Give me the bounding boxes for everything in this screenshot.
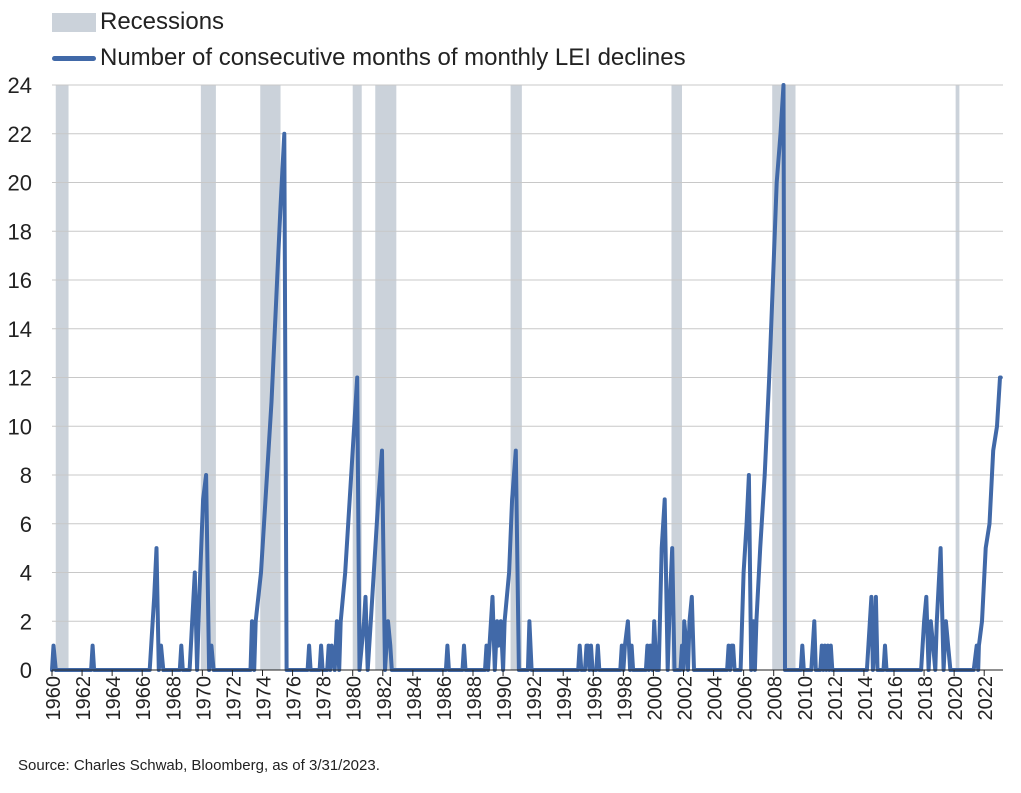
legend-label-recessions: Recessions	[100, 8, 225, 35]
x-tick-label-2018: 2018	[915, 676, 937, 721]
x-tick-label-2014: 2014	[855, 676, 877, 721]
x-tick-label-1990: 1990	[494, 676, 516, 721]
x-tick-label-2020: 2020	[945, 676, 967, 721]
source-note: Source: Charles Schwab, Bloomberg, as of…	[18, 757, 380, 774]
series-swatch	[52, 55, 96, 61]
y-tick-label-24: 24	[8, 73, 32, 98]
x-tick-label-1968: 1968	[163, 676, 185, 721]
x-tick-label-1994: 1994	[554, 676, 576, 721]
y-tick-label-0: 0	[20, 658, 32, 683]
y-tick-label-22: 22	[8, 122, 32, 147]
y-tick-label-8: 8	[20, 463, 32, 488]
x-tick-label-1972: 1972	[223, 676, 245, 721]
x-tick-label-2008: 2008	[765, 676, 787, 721]
x-tick-label-1970: 1970	[193, 676, 215, 721]
y-tick-label-12: 12	[8, 366, 32, 391]
recession-swatch	[52, 12, 96, 32]
x-tick-label-1992: 1992	[524, 676, 546, 721]
x-tick-label-1982: 1982	[374, 676, 396, 721]
x-tick-label-2010: 2010	[795, 676, 817, 721]
x-tick-label-1986: 1986	[434, 676, 456, 721]
x-tick-label-1974: 1974	[253, 676, 275, 721]
x-tick-label-1960: 1960	[43, 676, 65, 721]
y-tick-label-6: 6	[20, 512, 32, 537]
x-tick-label-1984: 1984	[404, 676, 426, 721]
legend-label-series: Number of consecutive months of monthly …	[100, 44, 686, 71]
y-tick-label-2: 2	[20, 609, 32, 634]
x-tick-label-2000: 2000	[644, 676, 666, 721]
x-tick-label-2022: 2022	[975, 676, 997, 721]
x-tick-label-2006: 2006	[735, 676, 757, 721]
x-tick-label-1978: 1978	[314, 676, 336, 721]
y-tick-label-10: 10	[8, 414, 32, 439]
x-tick-label-1976: 1976	[284, 676, 306, 721]
x-tick-label-1998: 1998	[614, 676, 636, 721]
x-tick-label-1996: 1996	[584, 676, 606, 721]
x-tick-label-2016: 2016	[885, 676, 907, 721]
x-tick-label-2004: 2004	[705, 676, 727, 721]
legend-item-recessions: Recessions	[52, 4, 686, 40]
x-tick-label-1988: 1988	[464, 676, 486, 721]
x-tick-label-2002: 2002	[674, 676, 696, 721]
y-tick-label-18: 18	[8, 219, 32, 244]
x-tick-label-2012: 2012	[825, 676, 847, 721]
y-tick-label-4: 4	[20, 561, 32, 586]
y-tick-label-20: 20	[8, 171, 32, 196]
x-tick-label-1980: 1980	[344, 676, 366, 721]
y-tick-label-14: 14	[8, 317, 32, 342]
x-tick-label-1964: 1964	[103, 676, 125, 721]
x-tick-label-1962: 1962	[73, 676, 95, 721]
chart-legend: Recessions Number of consecutive months …	[52, 4, 686, 76]
y-tick-label-16: 16	[8, 268, 32, 293]
x-tick-label-1966: 1966	[133, 676, 155, 721]
x-axis: 1960 1962 1964 1966 1968 1970 1972 1974 1976 1978…	[43, 669, 1003, 721]
legend-item-series: Number of consecutive months of monthly …	[52, 40, 686, 76]
